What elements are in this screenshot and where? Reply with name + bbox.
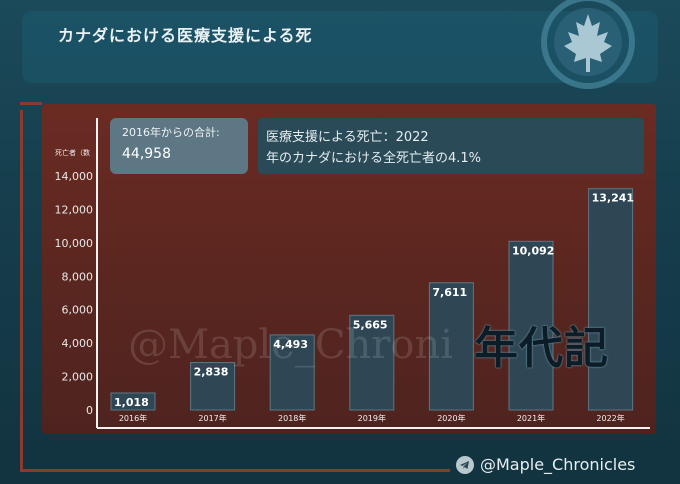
y-axis-label: 死亡者（数 xyxy=(55,148,90,157)
bar xyxy=(110,392,156,411)
bar-value-label: 10,092 xyxy=(512,244,554,257)
bar xyxy=(190,362,236,411)
maple-leaf-icon xyxy=(541,0,635,89)
total-label: 2016年からの合計: xyxy=(122,126,220,139)
bar-value-label: 5,665 xyxy=(353,318,388,331)
y-tick-label: 12,000 xyxy=(55,203,94,216)
x-tick-label: 2017年 xyxy=(198,413,226,423)
y-tick-label: 10,000 xyxy=(55,237,94,250)
x-tick-label: 2020年 xyxy=(437,413,465,423)
bar xyxy=(269,334,315,411)
y-tick-label: 4,000 xyxy=(62,337,94,350)
note-box: 医療支援による死亡：2022 年のカナダにおける全死亡者の4.1% xyxy=(258,118,644,174)
y-tick-label: 2,000 xyxy=(62,371,94,384)
x-tick-label: 2019年 xyxy=(358,413,386,423)
bar-value-label: 13,241 xyxy=(592,192,634,205)
bar xyxy=(508,240,554,411)
bar-value-label: 2,838 xyxy=(194,366,229,379)
bar-value-label: 4,493 xyxy=(273,338,308,351)
frame-line-top xyxy=(20,102,42,105)
x-tick-label: 2022年 xyxy=(596,413,624,423)
y-tick-label: 14,000 xyxy=(55,170,94,183)
bar xyxy=(428,282,474,411)
telegram-icon xyxy=(456,456,474,474)
watermark: @Maple_Chroni xyxy=(128,322,453,368)
note-line-1: 医療支援による死亡：2022 xyxy=(266,130,429,145)
bar-value-label: 7,611 xyxy=(432,286,467,299)
stamp-text: 年代記 xyxy=(474,323,609,374)
x-tick-label: 2016年 xyxy=(119,413,147,423)
page-title: カナダにおける医療支援による死 xyxy=(58,26,313,45)
bar xyxy=(588,188,634,411)
x-tick-label: 2018年 xyxy=(278,413,306,423)
total-value: 44,958 xyxy=(122,146,171,162)
frame-line-bottom xyxy=(20,469,450,472)
bar-value-label: 1,018 xyxy=(114,396,149,409)
note-line-2: 年のカナダにおける全死亡者の4.1% xyxy=(266,151,482,166)
handle-text: @Maple_Chronicles xyxy=(480,455,636,474)
y-tick-label: 0 xyxy=(86,404,93,417)
frame-line-left xyxy=(20,110,23,472)
total-box: 2016年からの合計: 44,958 xyxy=(110,118,248,174)
y-tick-label: 8,000 xyxy=(62,270,94,283)
x-tick-label: 2021年 xyxy=(517,413,545,423)
y-tick-label: 6,000 xyxy=(62,304,94,317)
bar xyxy=(349,314,395,411)
